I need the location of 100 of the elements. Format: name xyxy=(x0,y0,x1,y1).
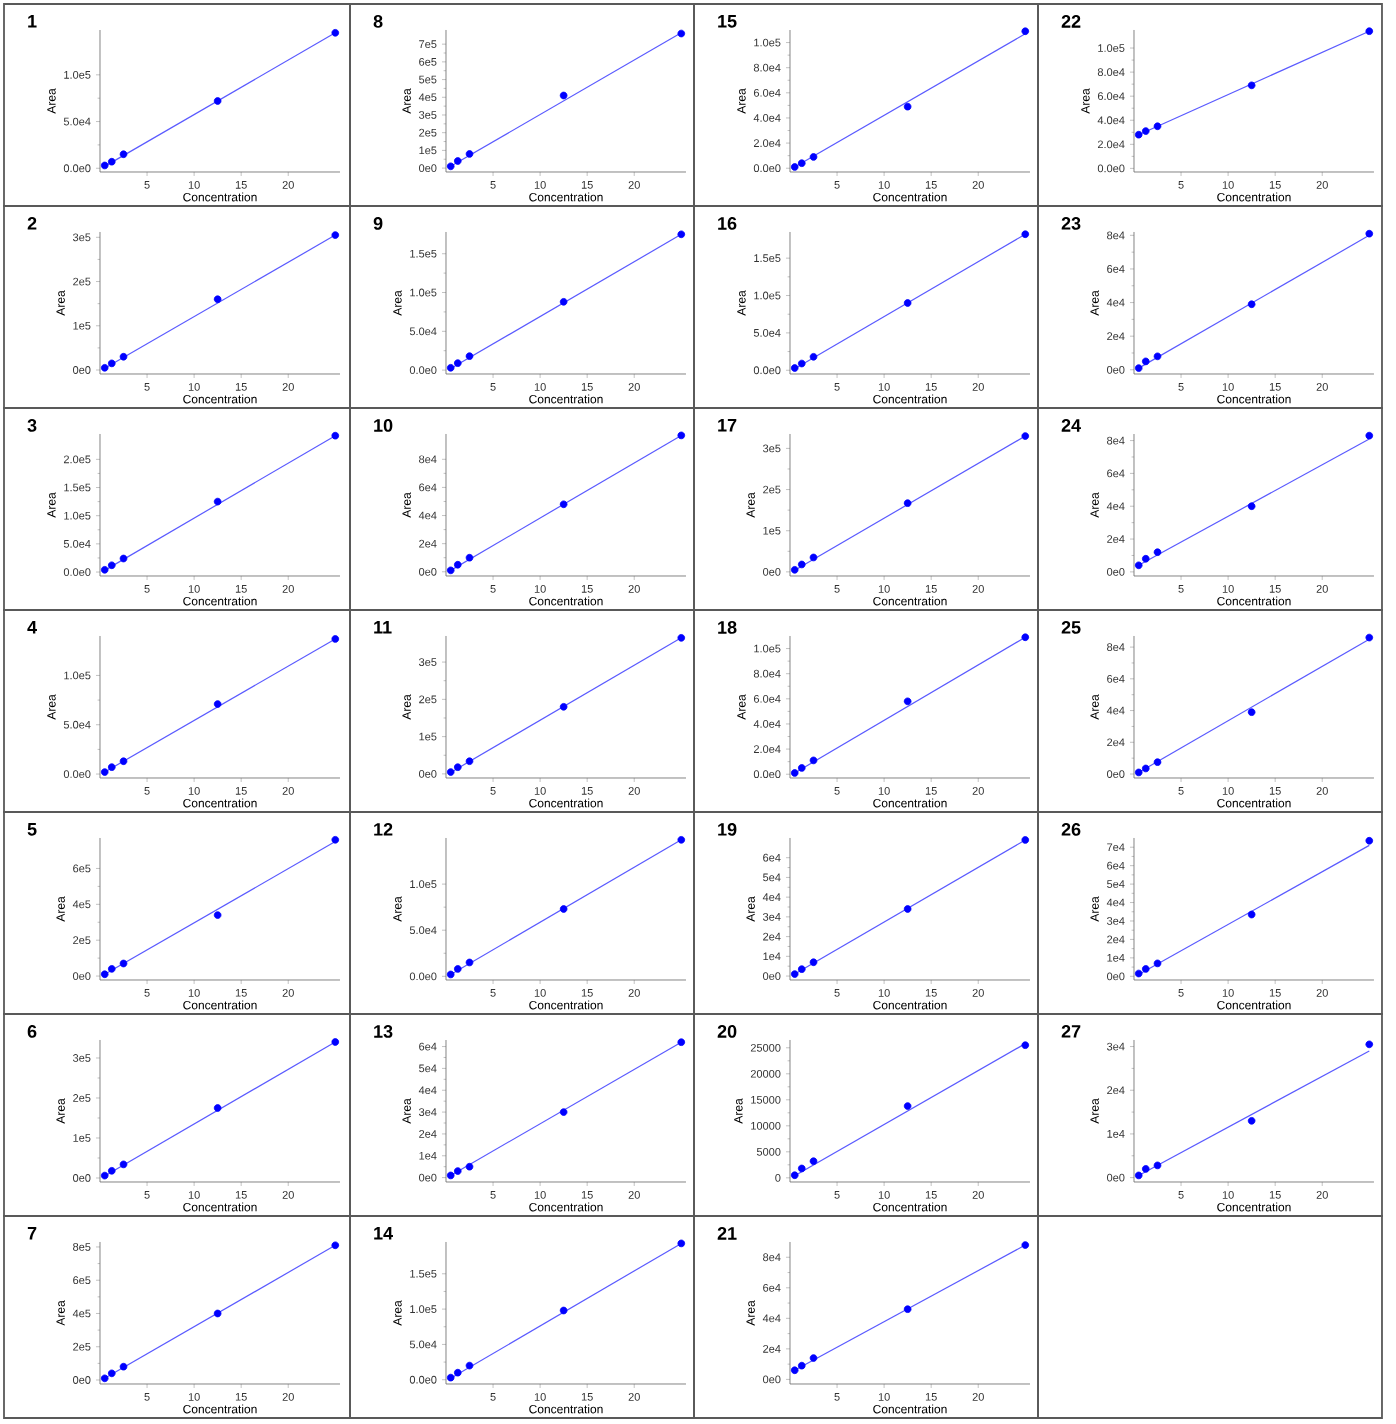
point xyxy=(213,911,222,919)
point xyxy=(446,162,455,171)
point xyxy=(107,1166,116,1175)
point xyxy=(213,1309,222,1318)
point xyxy=(213,497,222,506)
point xyxy=(1365,431,1374,440)
point xyxy=(453,359,462,367)
point xyxy=(559,91,568,100)
point xyxy=(1153,1161,1162,1170)
point xyxy=(107,1369,116,1378)
chart-title: 10 xyxy=(374,419,393,432)
point xyxy=(465,757,474,766)
point xyxy=(809,958,818,967)
chart-title: 27 xyxy=(1061,1025,1081,1038)
point xyxy=(446,566,455,575)
point xyxy=(1134,561,1143,570)
point xyxy=(107,965,116,973)
point xyxy=(446,1171,455,1180)
point xyxy=(797,359,806,368)
point xyxy=(119,1160,128,1169)
chart-title: 8 xyxy=(373,15,383,28)
point xyxy=(677,230,686,239)
point xyxy=(790,163,799,171)
point xyxy=(119,959,128,968)
chart-title: 12 xyxy=(374,823,393,836)
point xyxy=(100,1374,109,1383)
point xyxy=(1153,758,1162,766)
chart-title: 19 xyxy=(718,823,737,836)
point xyxy=(465,352,474,360)
point xyxy=(331,431,340,440)
point xyxy=(1247,300,1256,309)
point xyxy=(1141,357,1150,366)
chart-title: 23 xyxy=(1061,217,1081,230)
point xyxy=(100,1171,109,1180)
point xyxy=(1134,1171,1143,1180)
point xyxy=(1365,27,1374,35)
point xyxy=(903,1305,912,1313)
point xyxy=(559,1108,568,1116)
point xyxy=(119,1362,128,1371)
point xyxy=(797,560,806,569)
point xyxy=(1141,764,1150,773)
point xyxy=(119,352,128,361)
point xyxy=(1153,122,1162,131)
point xyxy=(465,1361,474,1370)
point xyxy=(1021,27,1030,36)
point xyxy=(446,768,455,776)
point xyxy=(1134,130,1143,139)
point xyxy=(107,359,116,368)
point xyxy=(107,157,116,166)
point xyxy=(797,159,806,167)
point xyxy=(903,499,912,507)
point xyxy=(100,970,109,979)
chart-title: 13 xyxy=(374,1025,393,1038)
point xyxy=(809,1157,818,1165)
point xyxy=(797,1361,806,1370)
point xyxy=(1021,836,1030,844)
point xyxy=(1247,81,1256,90)
point xyxy=(809,153,818,161)
point xyxy=(100,364,109,372)
point xyxy=(465,553,474,562)
point xyxy=(1247,708,1256,716)
point xyxy=(453,1368,462,1377)
point xyxy=(1141,554,1150,563)
point xyxy=(790,1366,799,1375)
point xyxy=(809,353,818,361)
point xyxy=(453,1167,462,1175)
chart-title: 15 xyxy=(718,15,737,28)
point xyxy=(1153,352,1162,361)
chart-title: 24 xyxy=(1061,419,1081,432)
chart-title: 20 xyxy=(717,1025,737,1038)
point xyxy=(107,763,116,771)
point xyxy=(903,299,912,307)
point xyxy=(1365,1040,1374,1049)
point xyxy=(677,29,686,38)
chart-title: 11 xyxy=(374,621,392,634)
point xyxy=(465,150,474,158)
point xyxy=(453,157,462,165)
point xyxy=(1365,229,1374,238)
point xyxy=(107,561,116,570)
point xyxy=(677,431,686,440)
point xyxy=(809,553,818,562)
point xyxy=(213,700,222,708)
chart-title: 3 xyxy=(27,419,37,432)
point xyxy=(446,363,455,372)
point xyxy=(331,635,340,643)
point xyxy=(809,1354,818,1362)
point xyxy=(1021,1041,1030,1049)
chart-title: 26 xyxy=(1061,823,1081,836)
point xyxy=(559,298,568,306)
point xyxy=(1365,633,1374,642)
point xyxy=(809,756,818,765)
point xyxy=(100,161,109,170)
point xyxy=(677,634,686,642)
point xyxy=(213,295,222,304)
point xyxy=(453,965,462,973)
point xyxy=(1247,910,1256,919)
point xyxy=(1134,969,1143,978)
point xyxy=(790,769,799,777)
point xyxy=(453,763,462,771)
point xyxy=(1134,364,1143,372)
